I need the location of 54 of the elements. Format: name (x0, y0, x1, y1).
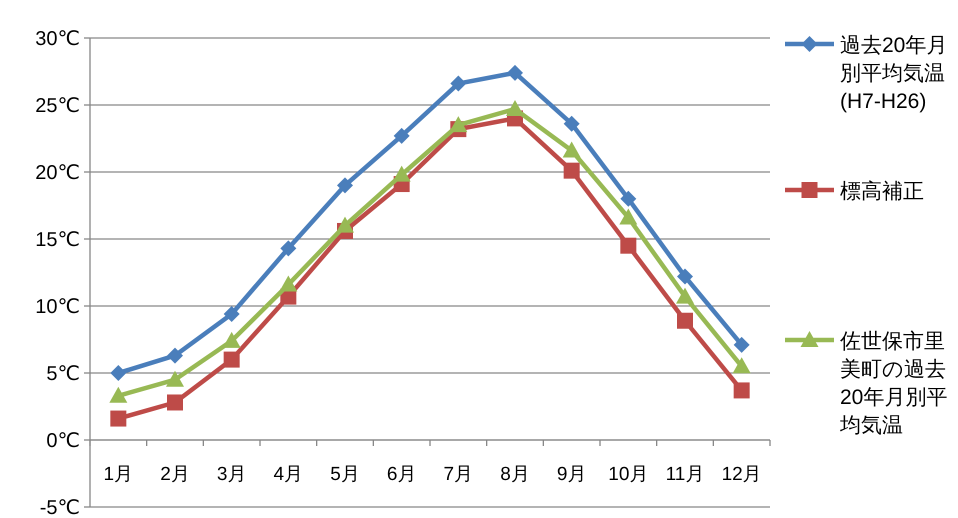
y-tick-label: 10℃ (35, 296, 80, 318)
point (619, 208, 638, 225)
legend-item: 過去20年月別平均気温(H7-H26) (785, 34, 948, 113)
legend-item: 佐世保市里美町の過去20年月別平均気温 (785, 330, 948, 437)
x-tick-label: 6月 (386, 464, 416, 485)
y-tick-label: 5℃ (46, 363, 80, 385)
y-tick-label: 30℃ (35, 28, 80, 50)
point (167, 348, 183, 364)
point (392, 166, 411, 182)
point (620, 238, 636, 254)
y-tick-label: 15℃ (35, 229, 80, 251)
point (677, 268, 693, 285)
x-tick-label: 7月 (444, 464, 474, 485)
point (734, 382, 750, 398)
point (224, 352, 240, 368)
x-tick-label: 5月 (330, 464, 360, 485)
x-tick-label: 10月 (608, 464, 648, 485)
legend-label: 佐世保市里美町の過去20年月別平均気温 (839, 330, 948, 437)
point (110, 365, 126, 381)
point (280, 240, 296, 256)
x-tick-label: 3月 (216, 464, 246, 485)
x-tick-label: 8月 (500, 464, 530, 485)
point (279, 276, 298, 292)
point (394, 128, 410, 144)
point (110, 410, 126, 427)
point (167, 394, 183, 410)
x-tick-label: 12月 (722, 464, 762, 485)
point (336, 216, 354, 233)
legend-label: 標高補正 (840, 180, 924, 203)
point (677, 312, 693, 329)
point (224, 306, 240, 322)
y-tick-label: 0℃ (46, 430, 80, 452)
x-tick-label: 2月 (160, 464, 190, 485)
y-tick-label: -5℃ (40, 497, 80, 518)
y-tick-label: 25℃ (35, 95, 80, 117)
point (166, 370, 184, 387)
point (450, 76, 466, 92)
point (564, 162, 580, 179)
x-tick-label: 4月 (274, 464, 304, 485)
y-tick-label: 20℃ (35, 162, 80, 184)
point (562, 142, 581, 158)
x-tick-label: 9月 (556, 464, 586, 485)
legend-label: 過去20年月別平均気温(H7-H26) (840, 34, 948, 113)
point (734, 336, 750, 353)
point (564, 116, 580, 132)
point (732, 357, 751, 374)
point (676, 288, 694, 304)
x-tick-label: 11月 (666, 464, 704, 485)
legend-item: 標高補正 (785, 180, 924, 203)
point (109, 386, 128, 403)
point (507, 64, 523, 81)
point (620, 190, 636, 207)
x-tick-label: 1月 (104, 464, 134, 485)
point (337, 177, 353, 194)
